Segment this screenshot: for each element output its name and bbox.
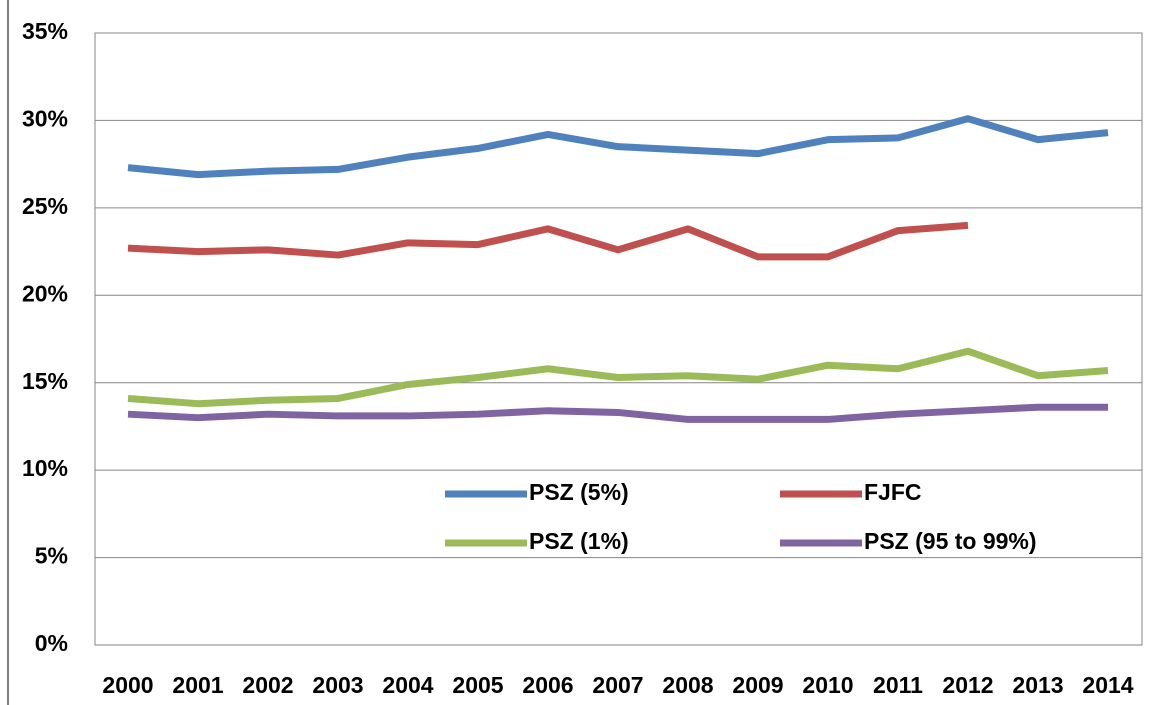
x-tick-label: 2000 [102,672,153,698]
y-tick-label: 25% [22,193,68,219]
series-line [127,221,969,261]
y-tick-label: 20% [22,280,68,306]
y-tick-label: 35% [22,18,68,44]
x-tick-label: 2012 [942,672,993,698]
series-line [127,347,1109,408]
y-tick-label: 0% [35,630,68,656]
legend-label: FJFC [864,479,922,505]
y-tick-label: 30% [22,106,68,132]
legend-label: PSZ (95 to 99%) [864,528,1037,554]
series-line [127,115,1109,179]
x-tick-label: 2003 [312,672,363,698]
x-tick-label: 2004 [382,672,433,698]
y-tick-label: 5% [35,543,68,569]
y-tick-label: 10% [22,455,68,481]
x-tick-label: 2014 [1082,672,1133,698]
x-tick-label: 2010 [802,672,853,698]
x-tick-label: 2005 [452,672,503,698]
x-tick-label: 2006 [522,672,573,698]
x-tick-label: 2013 [1012,672,1063,698]
series-line [127,403,1108,423]
x-tick-label: 2008 [662,672,713,698]
legend-label: PSZ (1%) [529,528,629,554]
x-tick-label: 2002 [242,672,293,698]
x-tick-label: 2009 [732,672,783,698]
x-tick-label: 2011 [873,672,923,698]
x-tick-label: 2007 [592,672,643,698]
x-tick-label: 2001 [172,672,223,698]
y-tick-label: 15% [22,368,68,394]
legend-label: PSZ (5%) [529,479,629,505]
